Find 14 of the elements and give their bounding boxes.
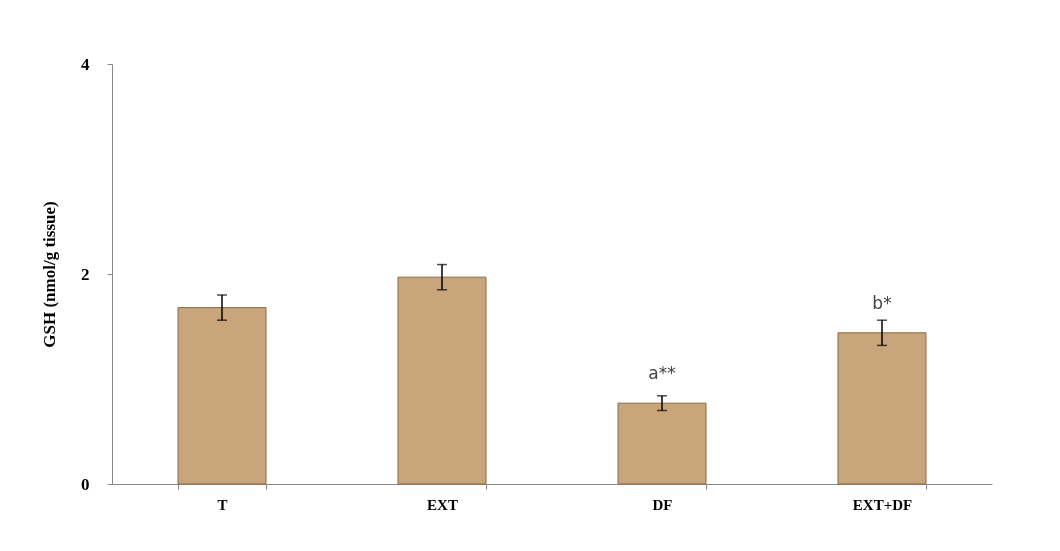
bar <box>397 276 487 485</box>
bar <box>837 332 927 485</box>
annotation: a** <box>648 363 676 384</box>
bar <box>177 307 267 485</box>
x-tick-label: EXT <box>427 496 458 513</box>
y-tick-label: 4 <box>81 54 90 74</box>
x-tick-label: T <box>217 496 228 513</box>
y-tick-label: 2 <box>81 264 90 284</box>
annotation: b* <box>872 292 892 313</box>
x-tick-label: DF <box>652 496 673 513</box>
y-tick-label: 0 <box>81 474 90 494</box>
bar <box>617 402 707 485</box>
x-tick-label: EXT+DF <box>852 496 913 513</box>
y-axis-title: GSH (nmol/g tissue) <box>40 201 59 348</box>
